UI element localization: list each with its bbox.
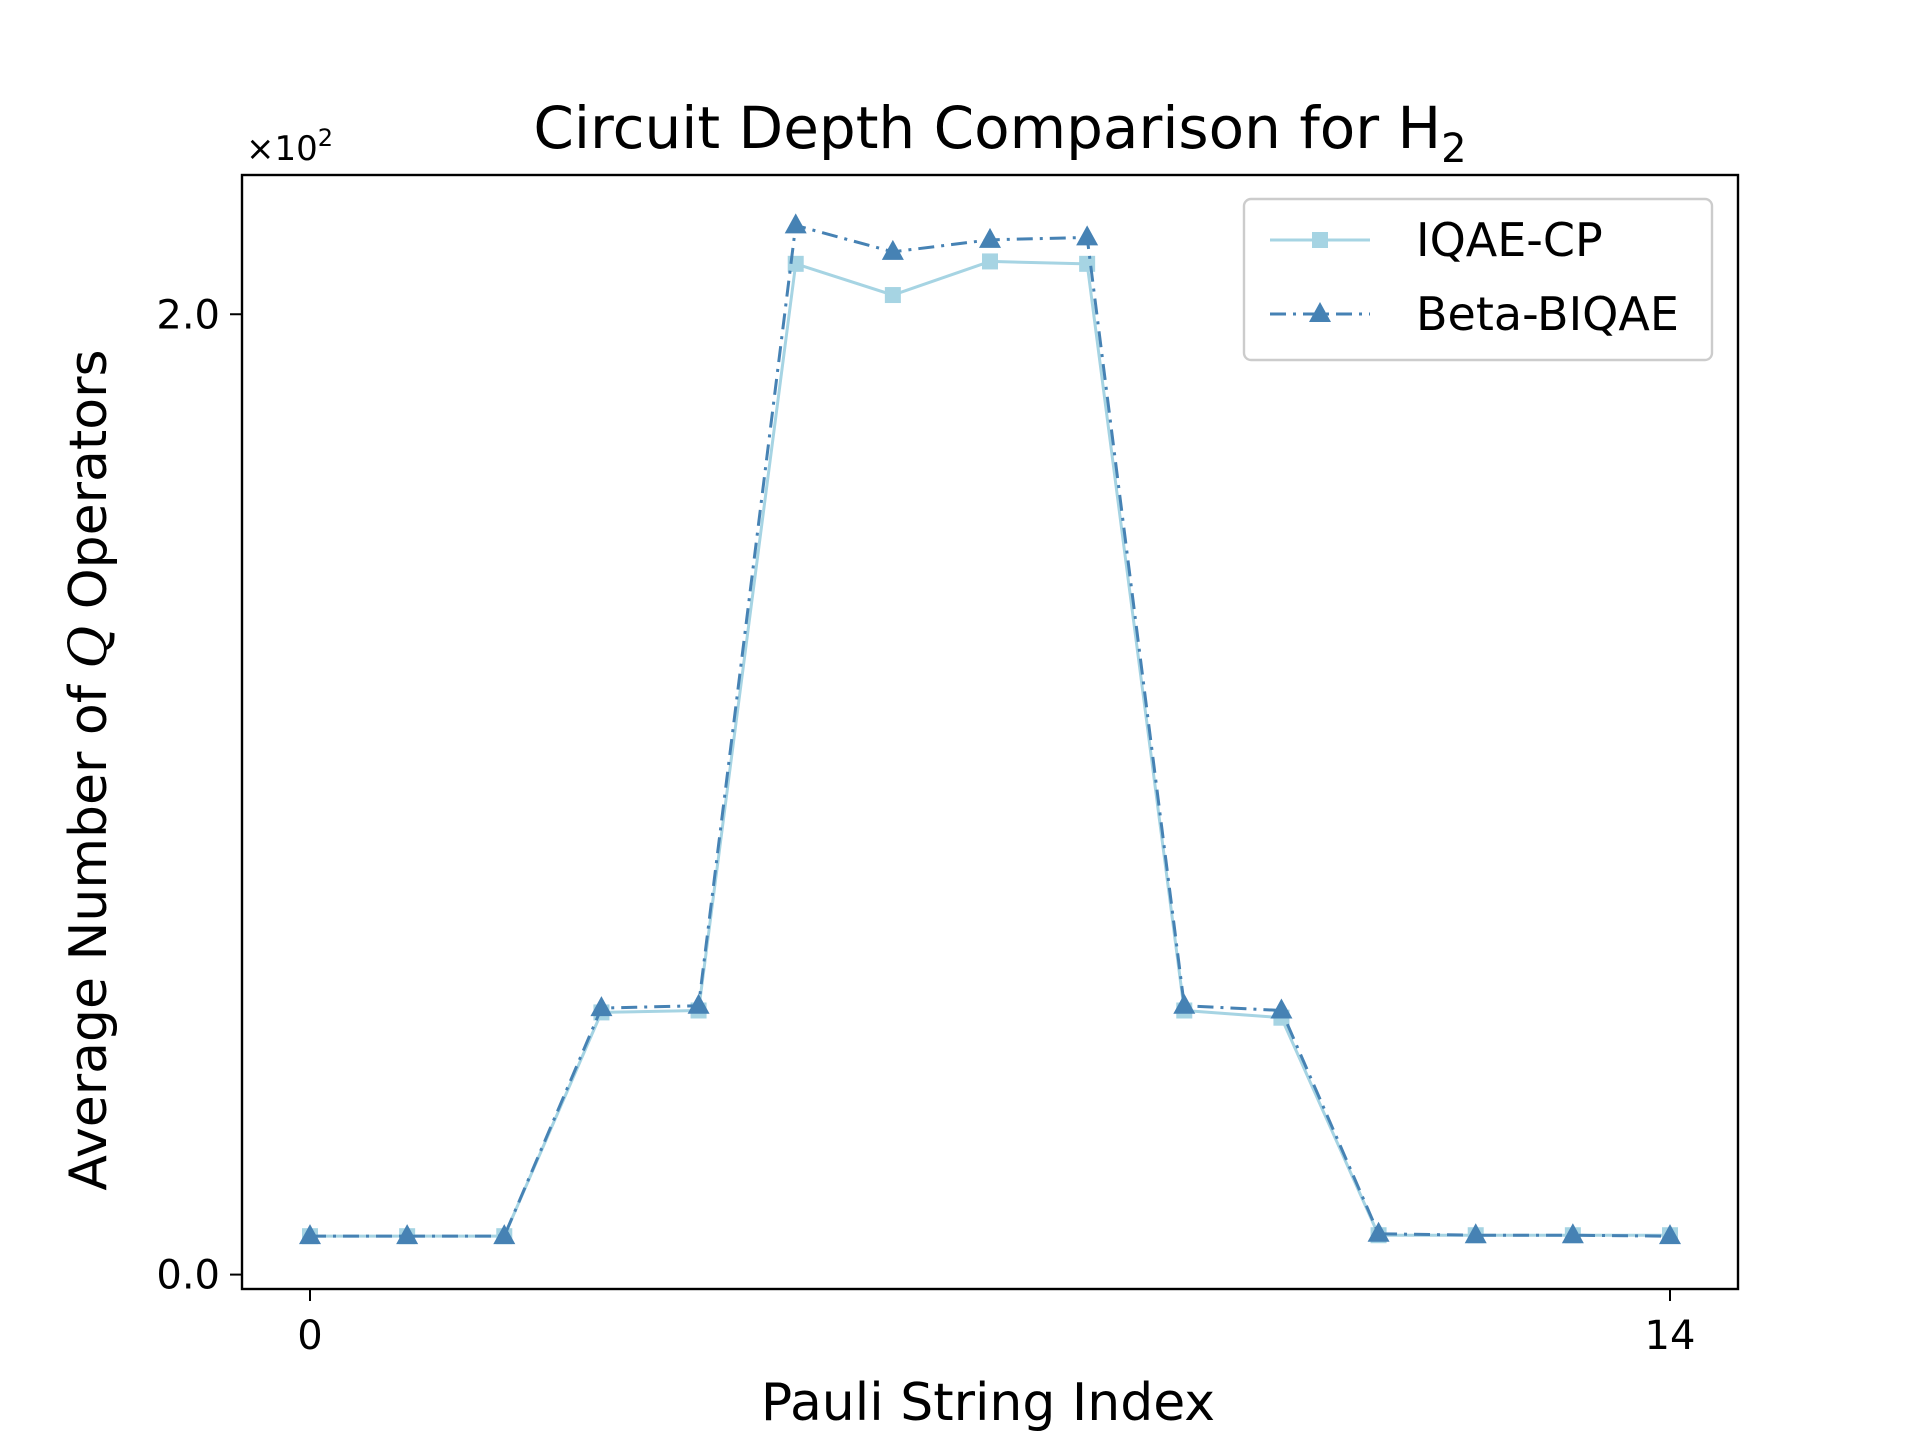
x-tick-label: 0 — [297, 1313, 322, 1359]
data-point — [590, 996, 613, 1017]
x-tick-label: 14 — [1645, 1313, 1696, 1359]
data-point — [784, 213, 807, 234]
axis-ticks: 0 14 0.0 2.0 — [156, 292, 1695, 1359]
plot-frame — [240, 173, 1740, 1291]
chart-title-subscript: 2 — [1441, 126, 1466, 172]
y-tick-label: 0.0 — [156, 1253, 220, 1299]
legend-item: Beta-BIQAE — [1270, 287, 1679, 341]
legend-marker — [1309, 302, 1331, 322]
data-point — [979, 227, 1001, 248]
data-point — [1659, 1224, 1681, 1245]
legend-label: IQAE-CP — [1416, 213, 1603, 267]
data-point — [881, 239, 904, 260]
y-axis-label: Average Number of Q Operators — [59, 349, 119, 1190]
data-point — [1173, 993, 1196, 1014]
y-tick-label: 2.0 — [156, 292, 220, 338]
data-point — [299, 1224, 321, 1245]
x-axis-label: Pauli String Index — [761, 1373, 1215, 1433]
chart-title: Circuit Depth Comparison for H2 — [533, 94, 1466, 172]
series-beta-biqae — [299, 213, 1681, 1245]
series-layer — [299, 213, 1681, 1245]
data-point — [787, 255, 804, 272]
data-point — [1079, 255, 1096, 272]
data-point — [1561, 1223, 1584, 1244]
data-point — [1464, 1223, 1487, 1244]
legend-item: IQAE-CP — [1270, 213, 1603, 267]
data-point — [1076, 225, 1099, 246]
data-point — [1270, 998, 1293, 1019]
y-axis-multiplier-exponent: 2 — [318, 124, 333, 152]
legend: IQAE-CP Beta-BIQAE — [1242, 197, 1714, 362]
legend-marker — [1312, 232, 1328, 248]
y-axis-multiplier: ×102 — [246, 124, 333, 169]
data-point — [396, 1224, 419, 1245]
data-point — [1367, 1221, 1390, 1242]
data-point — [982, 253, 998, 270]
legend-label: Beta-BIQAE — [1416, 287, 1679, 341]
data-point — [884, 287, 901, 304]
y-axis-label-symbol: Q — [59, 626, 119, 669]
data-point — [493, 1224, 516, 1245]
data-point — [687, 993, 710, 1014]
